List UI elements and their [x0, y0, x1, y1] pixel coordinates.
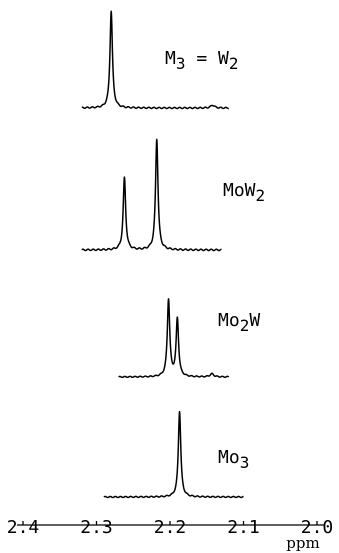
spectrum-trace	[81, 138, 222, 252]
spectrum-label: M3 = W2	[165, 48, 238, 73]
x-tick-label: 2.3	[80, 517, 113, 538]
ppm-axis: 2.4 2.3 2.2 2.1 2.0	[7, 517, 334, 538]
x-tick-label: 2.1	[227, 517, 260, 538]
spectrum-trace	[103, 410, 245, 499]
spectrum-label: MoW2	[223, 180, 265, 205]
compound-labels: M3 = W2 MoW2 Mo2W Mo3	[165, 48, 265, 472]
spectrum-trace	[117, 298, 230, 379]
spectrum-trace	[81, 10, 230, 110]
spectra-layer	[81, 10, 245, 499]
spectrum-label: Mo3	[218, 447, 249, 472]
x-tick-label: 2.0	[301, 517, 334, 538]
spectrum-label: Mo2W	[218, 310, 260, 335]
x-tick-label: 2.4	[7, 517, 40, 538]
x-tick-label: 2.2	[154, 517, 187, 538]
x-axis-unit-label: ppm	[286, 534, 319, 552]
